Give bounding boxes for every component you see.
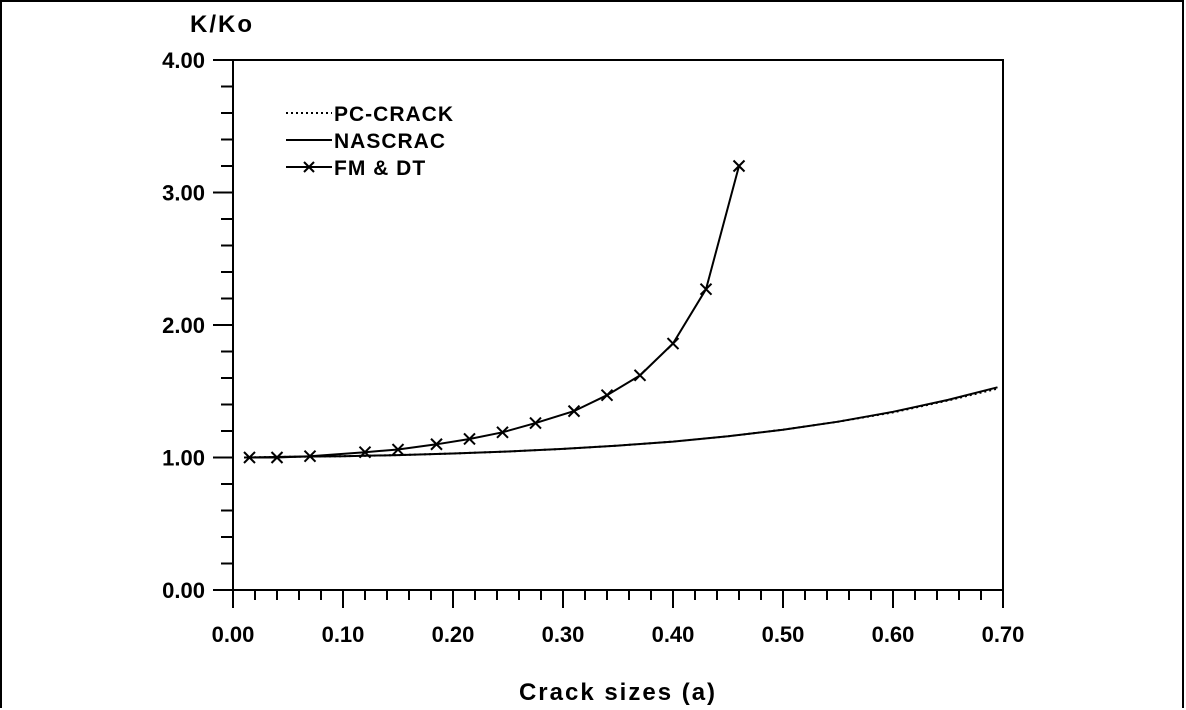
x-tick-label: 0.40 [652, 622, 695, 647]
data-point-marker [243, 451, 256, 464]
y-tick-label: 1.00 [162, 446, 205, 471]
data-point-marker [391, 443, 405, 456]
x-tick-label: 0.30 [542, 622, 585, 647]
series-line-0 [243, 387, 998, 459]
data-point-marker [430, 438, 443, 451]
x-axis: 0.00 0.10 0.20 0.30 0.40 0.50 0.60 0.70 [212, 590, 1025, 647]
data-point-marker [270, 451, 284, 464]
data-point-marker [358, 445, 372, 459]
x-tick-label: 0.00 [212, 622, 255, 647]
legend-label: PC-CRACK [334, 103, 454, 126]
y-tick-label: 4.00 [162, 48, 205, 73]
legend-label: NASCRAC [334, 130, 446, 153]
data-point-marker [463, 432, 476, 446]
series-layer [243, 159, 998, 464]
data-point-marker [699, 283, 713, 296]
series-line-2 [249, 165, 740, 459]
y-axis-title: K/Ko [190, 11, 254, 38]
legend-label: FM & DT [334, 157, 426, 180]
y-tick-label: 2.00 [162, 313, 205, 338]
data-point-marker [567, 404, 581, 418]
y-tick-label: 0.00 [162, 578, 205, 603]
x-tick-label: 0.60 [872, 622, 915, 647]
x-tick-label: 0.20 [432, 622, 475, 647]
data-point-marker [496, 426, 509, 439]
y-axis: 0.00 1.00 2.00 3.00 4.00 [162, 48, 233, 603]
legend: PC-CRACK NASCRAC FM & DT [286, 103, 454, 180]
x-axis-title: Crack sizes (a) [519, 679, 717, 706]
x-tick-label: 0.10 [322, 622, 365, 647]
x-tick-label: 0.70 [982, 622, 1025, 647]
x-tick-label: 0.50 [762, 622, 805, 647]
series-line-1 [243, 386, 998, 459]
data-point-marker [732, 159, 746, 173]
data-point-marker [303, 449, 317, 463]
data-point-marker [666, 337, 680, 350]
data-point-marker [529, 416, 542, 430]
data-point-marker [600, 389, 614, 402]
data-point-marker [633, 369, 647, 382]
y-tick-label: 3.00 [162, 181, 205, 206]
